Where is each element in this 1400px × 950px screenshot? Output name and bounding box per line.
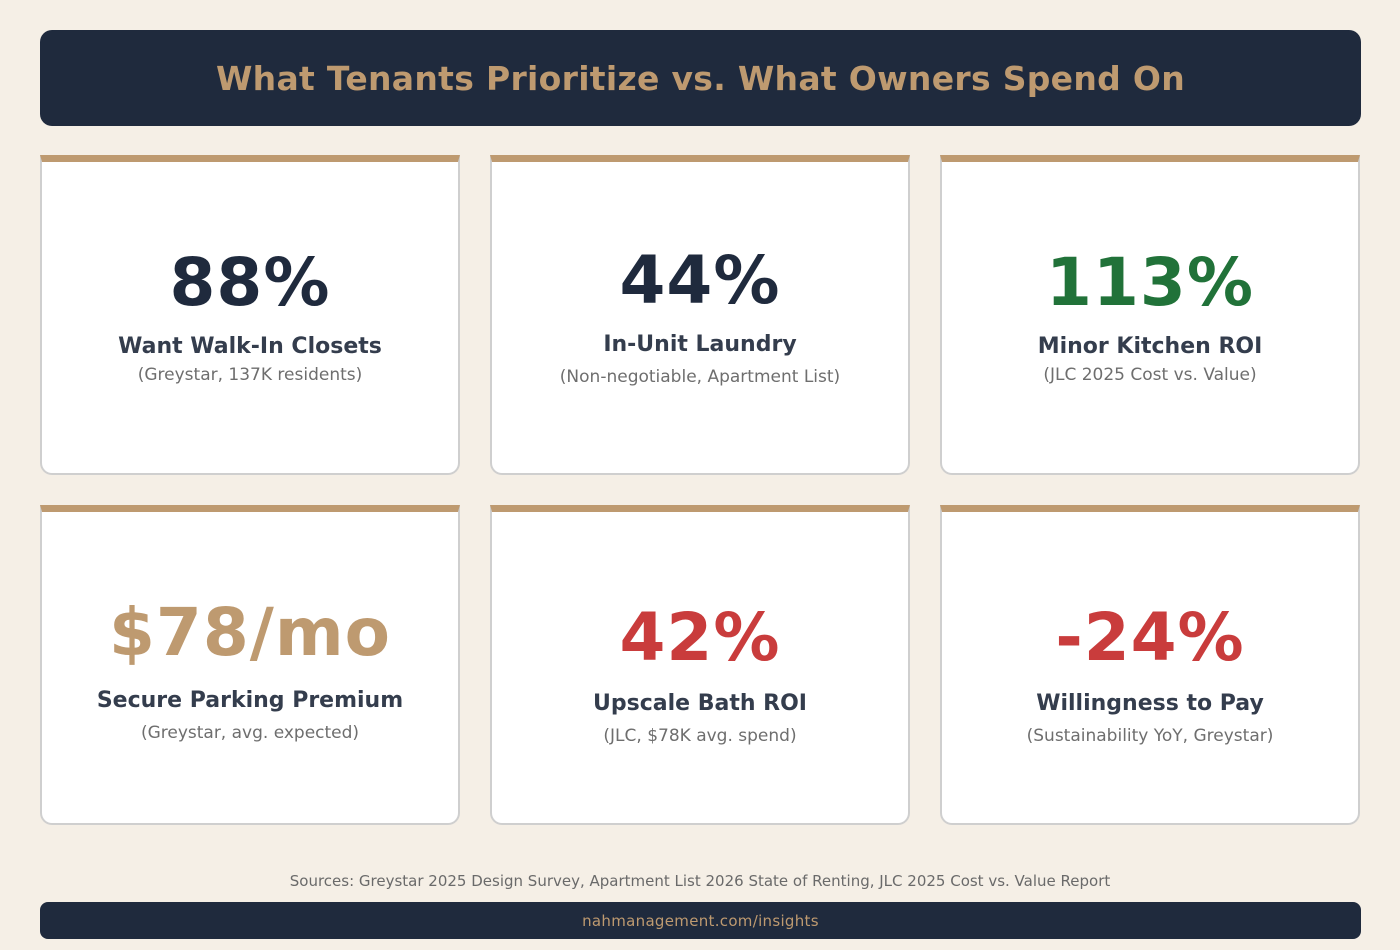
footer-url[interactable]: nahmanagement.com/insights (582, 911, 819, 930)
stat-card-upscale-bath-roi: 42% Upscale Bath ROI (JLC, $78K avg. spe… (490, 505, 910, 825)
stat-label: In-Unit Laundry (603, 332, 797, 357)
stat-card-in-unit-laundry: 44% In-Unit Laundry (Non-negotiable, Apa… (490, 155, 910, 475)
page-footer: nahmanagement.com/insights (40, 902, 1361, 939)
stat-source: (JLC 2025 Cost vs. Value) (1043, 365, 1257, 385)
page-title: What Tenants Prioritize vs. What Owners … (215, 58, 1186, 98)
stat-value: 44% (619, 242, 781, 319)
stat-value: -24% (1055, 599, 1245, 676)
stat-source: (Greystar, avg. expected) (140, 723, 360, 743)
stat-source: (Sustainability YoY, Greystar) (1026, 726, 1274, 746)
stat-source: (JLC, $78K avg. spend) (603, 726, 797, 746)
stat-label: Secure Parking Premium (96, 688, 404, 713)
stat-label: Upscale Bath ROI (593, 691, 807, 716)
stat-label: Willingness to Pay (1036, 691, 1264, 716)
stat-label: Minor Kitchen ROI (1037, 334, 1263, 359)
stat-card-secure-parking-premium: $78/mo Secure Parking Premium (Greystar,… (40, 505, 460, 825)
stat-value: $78/mo (109, 594, 391, 671)
stat-value: 88% (169, 244, 331, 321)
stat-card-minor-kitchen-roi: 113% Minor Kitchen ROI (JLC 2025 Cost vs… (940, 155, 1360, 475)
sources-note: Sources: Greystar 2025 Design Survey, Ap… (289, 872, 1111, 890)
page-header: What Tenants Prioritize vs. What Owners … (40, 30, 1361, 126)
stat-label: Want Walk-In Closets (118, 334, 382, 359)
stat-card-walk-in-closets: 88% Want Walk-In Closets (Greystar, 137K… (40, 155, 460, 475)
stat-source: (Non-negotiable, Apartment List) (559, 367, 841, 387)
stat-value: 113% (1046, 244, 1254, 321)
stat-card-willingness-to-pay: -24% Willingness to Pay (Sustainability … (940, 505, 1360, 825)
stat-value: 42% (619, 599, 781, 676)
stat-source: (Greystar, 137K residents) (137, 365, 363, 385)
